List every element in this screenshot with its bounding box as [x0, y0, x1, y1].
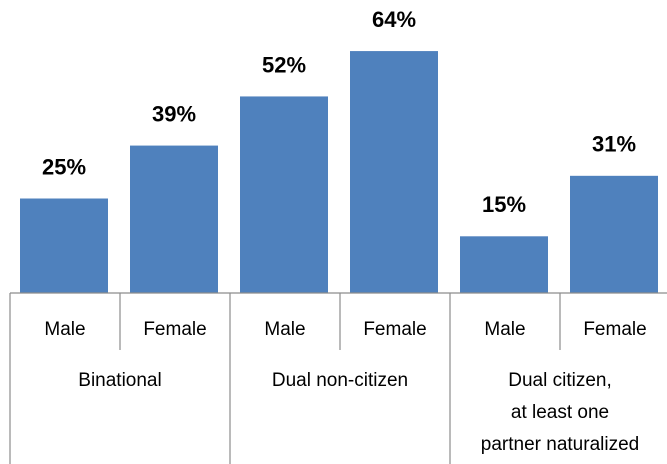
data-label: 52%: [262, 52, 306, 77]
category-label: Female: [583, 319, 646, 340]
category-label: Male: [44, 319, 85, 340]
bar: [130, 145, 218, 293]
category-label: Female: [143, 319, 206, 340]
category-label: Male: [264, 319, 305, 340]
data-label: 25%: [42, 154, 86, 179]
data-label: 31%: [592, 132, 636, 157]
category-label: Male: [484, 319, 525, 340]
group-label: Dual citizen, at least one partner natur…: [480, 370, 640, 455]
data-label: 15%: [482, 192, 526, 217]
bar: [460, 236, 548, 293]
category-label: Female: [363, 319, 426, 340]
bar: [350, 51, 438, 293]
group-label: Binational: [78, 370, 162, 391]
data-label: 64%: [372, 7, 416, 32]
bar: [240, 96, 328, 293]
data-label: 39%: [152, 101, 196, 126]
bar: [570, 175, 658, 293]
bar: [20, 198, 108, 293]
group-label: Dual non-citizen: [271, 370, 409, 391]
